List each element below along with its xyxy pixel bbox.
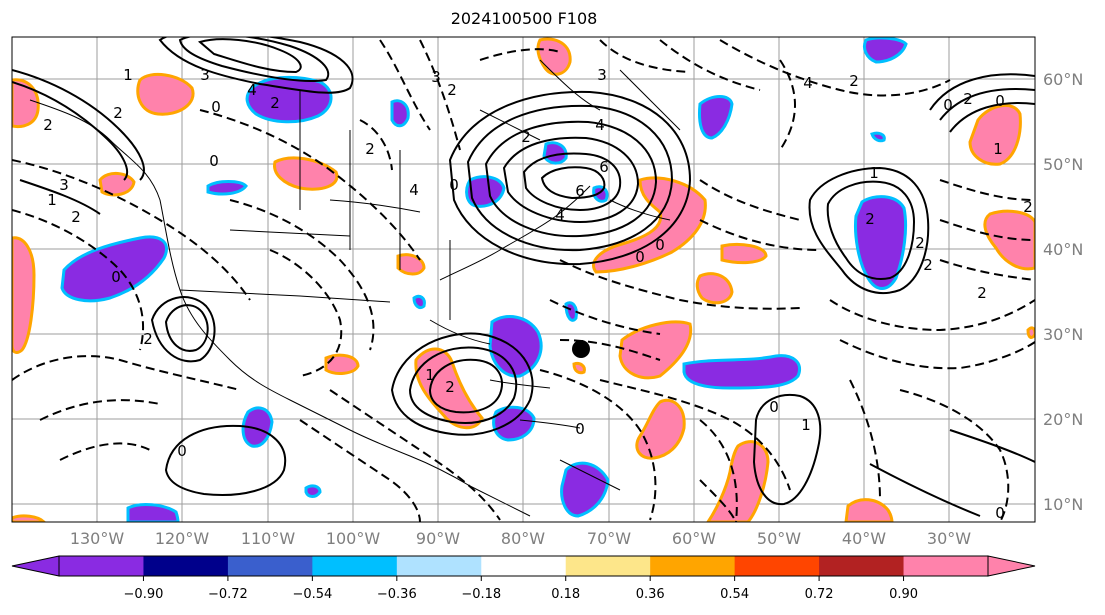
contour-label: 0 [655,236,665,254]
contour-label: 3 [431,68,441,86]
storm-position-dot [572,340,590,358]
lon-label-90w: 90°W [416,529,460,548]
dashed-contours [12,39,1035,522]
contour-label: 3 [200,66,210,84]
contour-label: 3 [59,176,69,194]
contour-label: 6 [575,182,585,200]
contour-label: 1 [425,366,435,384]
contour-label: 2 [849,72,859,90]
contour-label: 2 [1023,198,1033,216]
contour-label: 2 [447,81,457,99]
colorbar-tick-label: −0.54 [292,587,332,602]
colorbar-tick-label: −0.36 [377,587,417,602]
colorbar-segment [903,556,989,576]
contour-label: 4 [247,81,257,99]
lon-label-70w: 70°W [587,529,631,548]
lat-label-20n: 20°N [1043,410,1083,429]
lon-label-30w: 30°W [927,529,971,548]
contour-label: 4 [555,206,565,224]
colorbar-tick-label: −0.90 [124,587,164,602]
lat-label-10n: 10°N [1043,495,1083,514]
latitude-labels: 60°N 50°N 40°N 30°N 20°N 10°N [1043,70,1083,514]
lat-label-60n: 60°N [1043,70,1083,89]
colorbar-segment [819,556,905,576]
contour-label: 2 [977,284,987,302]
contour-label: 0 [635,248,645,266]
contour-label: 0 [943,96,953,114]
contour-label: 0 [995,504,1005,522]
colorbar-tick-label: 0.54 [720,587,749,602]
lon-label-60w: 60°W [672,529,716,548]
contour-label: 4 [803,74,813,92]
map-frame [11,36,1036,523]
contour-label: 0 [769,398,779,416]
colorbar-tick-label: −0.72 [208,587,248,602]
contour-label: 2 [963,90,973,108]
contour-label: 0 [209,152,219,170]
colorbar-segment [143,556,229,576]
colorbar-tick-label: −0.18 [461,587,501,602]
contour-label: 1 [869,164,879,182]
contour-label: 0 [449,176,459,194]
contour-label: 0 [575,420,585,438]
solid-contours [12,37,1035,517]
map-title: 2024100500 F108 [450,9,598,28]
colorbar-tick-label: 0.36 [636,587,665,602]
contour-label: 3 [597,66,607,84]
contour-label: 1 [801,416,811,434]
contour-label: 0 [995,92,1005,110]
contour-label: 2 [43,116,53,134]
contour-label: 2 [143,330,153,348]
colorbar-tick-label: 0.18 [551,587,580,602]
colorbar-segment [734,556,820,576]
contour-label: 2 [923,256,933,274]
coastlines-and-borders [29,59,681,517]
lat-label-40n: 40°N [1043,240,1083,259]
colorbar-segment [59,556,144,576]
longitude-labels: 130°W 120°W 110°W 100°W 90°W 80°W 70°W 6… [70,529,971,548]
colorbar-segment [396,556,482,576]
lon-label-100w: 100°W [326,529,381,548]
lon-label-110w: 110°W [241,529,296,548]
colorbar-tick-label: 0.90 [889,587,918,602]
colorbar-segment [481,556,567,576]
lat-label-30n: 30°N [1043,325,1083,344]
contour-label: 2 [915,234,925,252]
contour-label: 2 [270,94,280,112]
lon-label-80w: 80°W [501,529,545,548]
contour-label: 2 [365,140,375,158]
contour-label: 4 [595,116,605,134]
contour-label: 0 [111,268,121,286]
lon-label-120w: 120°W [155,529,210,548]
colorbar-segment [312,556,398,576]
contour-label: 1 [123,66,133,84]
colorbar-segment [227,556,313,576]
colorbar-outline [58,555,989,577]
contour-label: 1 [993,140,1003,158]
colorbar-segment [565,556,651,576]
contour-label: 2 [113,104,123,122]
lat-label-50n: 50°N [1043,155,1083,174]
colorbar-segment [650,556,736,576]
contour-label: 0 [211,98,221,116]
lon-label-130w: 130°W [70,529,125,548]
contour-label: 2 [71,208,81,226]
colorbar-extend-low [11,555,60,577]
shaded-anomaly-patches [12,37,1035,522]
contour-label: 2 [445,378,455,396]
colorbar: −0.90 −0.72 −0.54 −0.36 −0.18 0.18 0.36 0.54 0.7… [11,555,1036,602]
colorbar-tick-label: 0.72 [805,587,834,602]
lon-label-50w: 50°W [757,529,801,548]
lon-label-40w: 40°W [842,529,886,548]
contour-label: 1 [47,191,57,209]
contour-label: 6 [599,158,609,176]
contour-label: 0 [177,442,187,460]
contour-label: 2 [521,128,531,146]
colorbar-extend-high [987,555,1036,577]
contour-label: 2 [865,210,875,228]
contour-label: 4 [409,181,419,199]
